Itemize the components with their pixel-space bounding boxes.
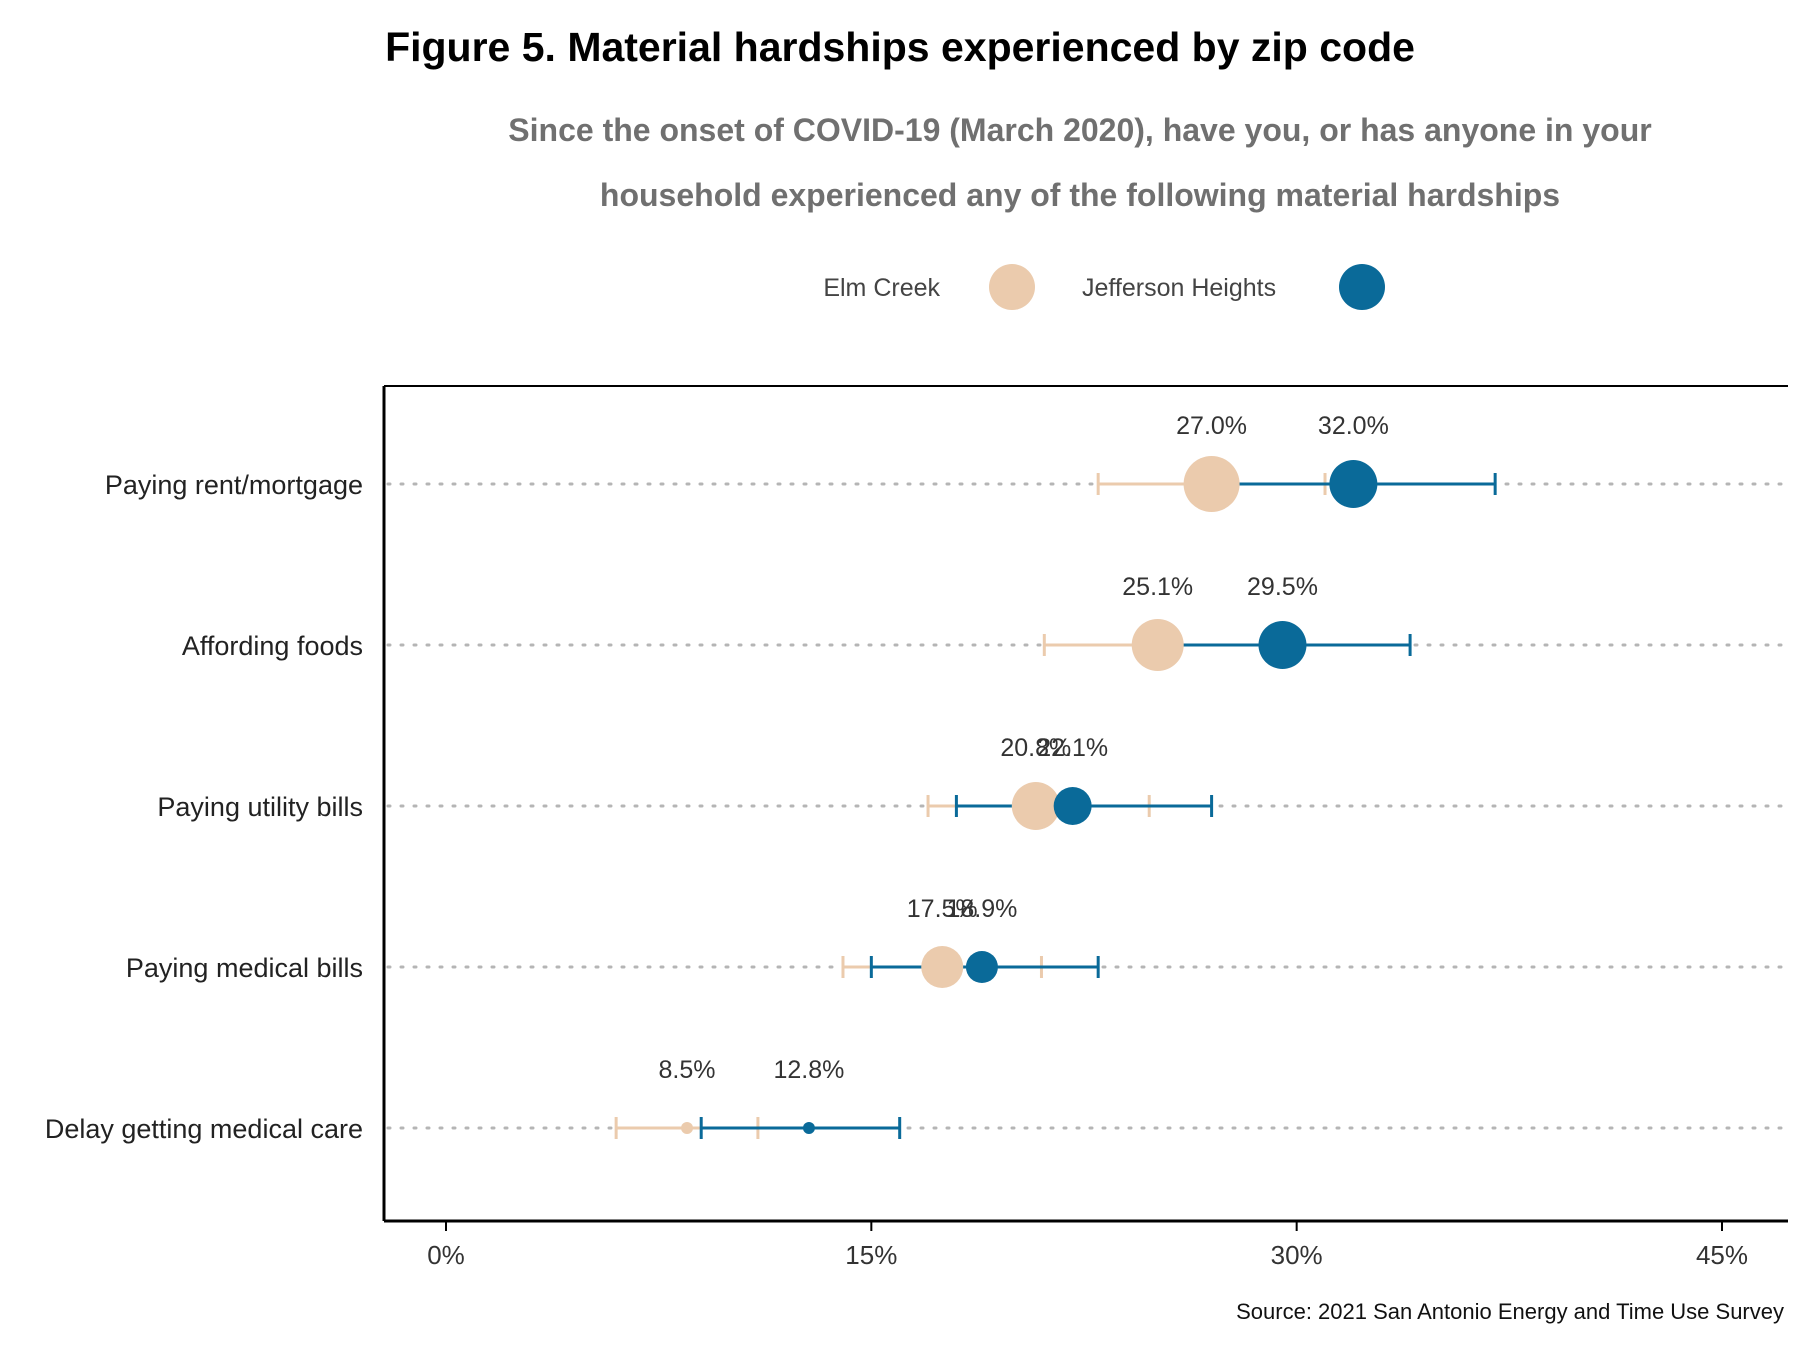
data-label-elm-creek: 17.5% bbox=[907, 895, 978, 923]
point-elm-creek bbox=[921, 946, 964, 988]
chart-subtitle: Since the onset of COVID-19 (March 2020)… bbox=[508, 112, 1652, 213]
x-tick-label: 30% bbox=[1271, 1240, 1323, 1270]
x-tick-label: 45% bbox=[1696, 1240, 1748, 1270]
legend: Elm Creek Jefferson Heights bbox=[823, 264, 1385, 310]
point-elm-creek bbox=[1183, 456, 1240, 512]
data-label-elm-creek: 8.5% bbox=[659, 1056, 716, 1084]
point-jefferson-heights bbox=[802, 1122, 815, 1134]
plot-marks: 27.0% 32.0% 25.1% 29.5% 20.8%22.1% 17.5%18.9%… bbox=[614, 412, 1497, 1139]
category-label: Paying utility bills bbox=[157, 792, 363, 822]
point-elm-creek bbox=[1131, 619, 1184, 671]
point-jefferson-heights bbox=[965, 951, 998, 983]
point-jefferson-heights bbox=[1258, 621, 1307, 669]
legend-label-elm-creek: Elm Creek bbox=[823, 274, 940, 302]
point-elm-creek bbox=[1011, 782, 1060, 830]
data-label-jefferson-heights: 22.1% bbox=[1037, 734, 1108, 762]
data-label-jefferson-heights: 12.8% bbox=[774, 1056, 845, 1084]
data-label-elm-creek: 25.1% bbox=[1122, 573, 1193, 601]
chart-source: Source: 2021 San Antonio Energy and Time… bbox=[1236, 1299, 1784, 1324]
data-label-jefferson-heights: 29.5% bbox=[1247, 573, 1318, 601]
data-label-jefferson-heights: 18.9% bbox=[946, 895, 1017, 923]
x-tick-label: 0% bbox=[427, 1240, 465, 1270]
legend-marker-jefferson-heights bbox=[1339, 264, 1385, 310]
data-label-jefferson-heights: 32.0% bbox=[1318, 412, 1389, 440]
category-label: Delay getting medical care bbox=[45, 1114, 363, 1144]
category-label: Paying rent/mortgage bbox=[105, 470, 363, 500]
point-jefferson-heights bbox=[1329, 460, 1378, 508]
x-tick-label: 15% bbox=[845, 1240, 897, 1270]
category-label: Paying medical bills bbox=[126, 953, 363, 983]
chart-title: Figure 5. Material hardships experienced… bbox=[385, 24, 1415, 70]
data-label-elm-creek: 27.0% bbox=[1176, 412, 1247, 440]
point-jefferson-heights bbox=[1053, 787, 1092, 825]
point-elm-creek bbox=[681, 1122, 694, 1134]
axis-labels: 0% 15% 30% 45% Paying rent/mortgage Affording… bbox=[45, 470, 1748, 1270]
data-label-elm-creek: 20.8% bbox=[1000, 734, 1071, 762]
category-label: Affording foods bbox=[182, 631, 363, 661]
legend-label-jefferson-heights: Jefferson Heights bbox=[1082, 274, 1276, 302]
legend-marker-elm-creek bbox=[989, 264, 1035, 310]
